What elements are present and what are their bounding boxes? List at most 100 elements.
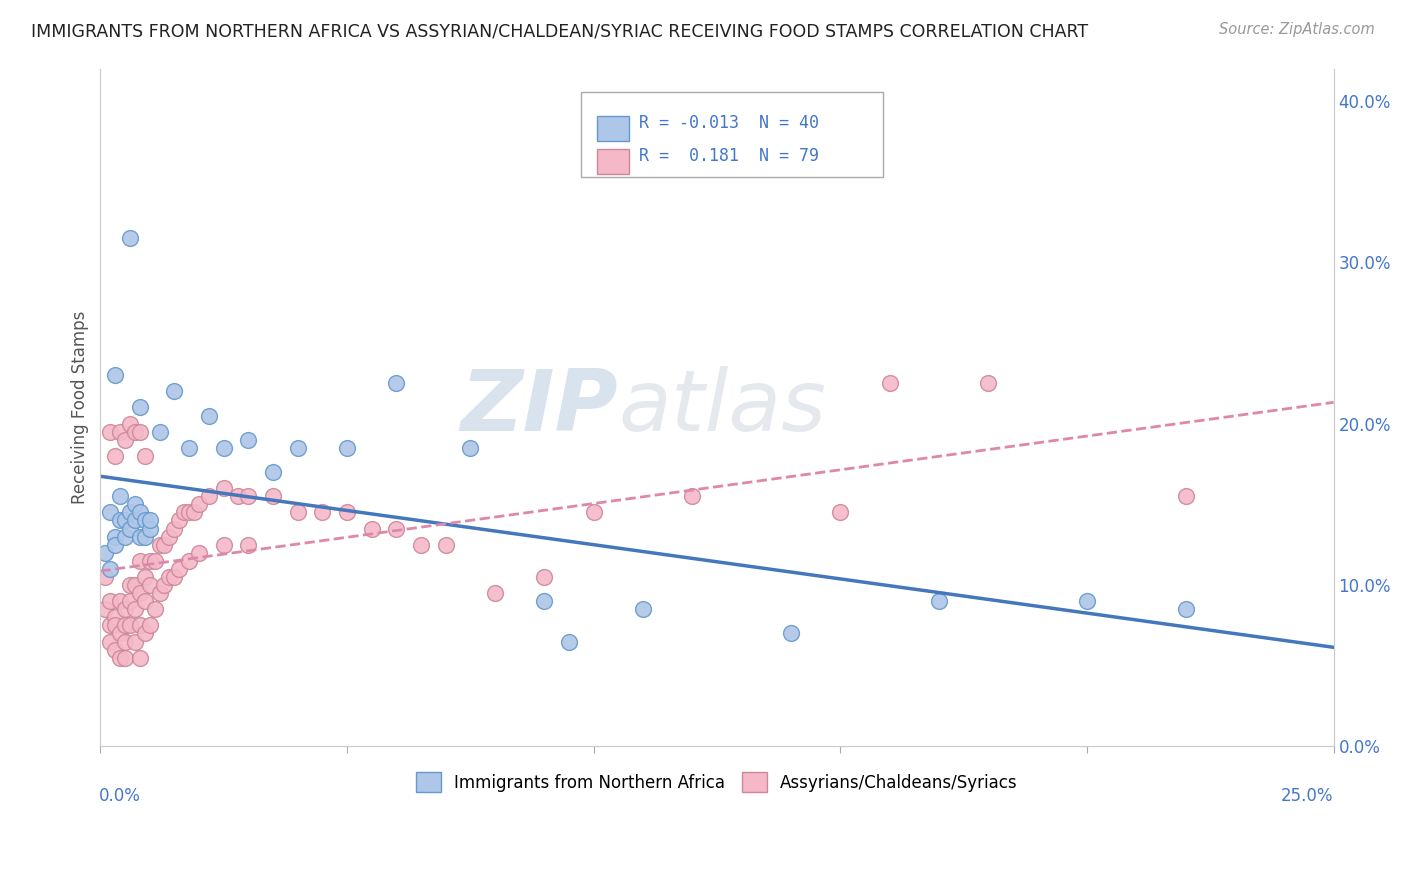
Point [128,505,150,519]
Point [118,505,141,519]
Point [114,513,136,527]
Point [108,594,131,608]
Legend: Immigrants from Northern Africa, Assyrians/Chaldeans/Syriacs: Immigrants from Northern Africa, Assyria… [409,765,1025,799]
Point [114,650,136,665]
Point [148,425,170,439]
Point [104,368,127,383]
Point [98,425,121,439]
Point [153,578,176,592]
Text: IMMIGRANTS FROM NORTHERN AFRICA VS ASSYRIAN/CHALDEAN/SYRIAC RECEIVING FOOD STAMP: IMMIGRANTS FROM NORTHERN AFRICA VS ASSYR… [31,22,1088,40]
Point [108,489,131,503]
Text: 0.0%: 0.0% [98,787,141,805]
Point [118,231,141,245]
Point [179,554,201,568]
Point [108,425,131,439]
Point [108,513,131,527]
Point [183,505,205,519]
Point [169,513,191,527]
Point [179,441,201,455]
Point [94,546,117,560]
Point [114,618,136,632]
Point [104,449,127,463]
Point [143,554,166,568]
Point [118,618,141,632]
Point [169,562,191,576]
Point [124,578,146,592]
Point [977,376,1000,391]
Point [188,497,211,511]
Point [188,546,211,560]
Point [124,497,146,511]
Point [124,513,146,527]
Point [212,538,235,552]
Point [558,634,581,648]
Point [128,586,150,600]
Point [128,618,150,632]
Point [114,602,136,616]
Point [98,594,121,608]
Point [128,401,150,415]
Point [533,570,555,584]
Point [134,513,156,527]
Text: R =  0.181  N = 79: R = 0.181 N = 79 [640,147,820,165]
Point [98,505,121,519]
FancyBboxPatch shape [598,149,630,175]
Point [114,634,136,648]
Point [262,465,284,479]
Point [238,538,260,552]
Point [104,610,127,624]
Point [138,554,160,568]
Point [287,505,309,519]
Point [157,530,180,544]
FancyBboxPatch shape [598,116,630,141]
Point [153,538,176,552]
Point [104,642,127,657]
Point [173,505,195,519]
Point [128,530,150,544]
Point [124,634,146,648]
Point [114,530,136,544]
Point [104,538,127,552]
Point [238,433,260,447]
Point [108,626,131,640]
Point [138,522,160,536]
Point [108,650,131,665]
Point [163,522,186,536]
Text: ZIP: ZIP [461,366,619,449]
Point [94,570,117,584]
Point [104,530,127,544]
Point [287,441,309,455]
Point [631,602,654,616]
Point [1174,602,1197,616]
Point [179,505,201,519]
Text: Source: ZipAtlas.com: Source: ZipAtlas.com [1219,22,1375,37]
Point [148,538,170,552]
Point [163,570,186,584]
Point [385,376,408,391]
Point [143,602,166,616]
Point [118,578,141,592]
Point [360,522,382,536]
Point [336,505,359,519]
Point [1076,594,1098,608]
Point [780,626,803,640]
Point [98,562,121,576]
Text: R = -0.013  N = 40: R = -0.013 N = 40 [640,114,820,132]
Point [138,578,160,592]
Point [124,602,146,616]
Y-axis label: Receiving Food Stamps: Receiving Food Stamps [72,310,89,504]
Point [98,634,121,648]
Point [128,650,150,665]
Point [533,594,555,608]
Point [311,505,333,519]
Text: 25.0%: 25.0% [1281,787,1334,805]
Point [262,489,284,503]
Point [830,505,852,519]
Point [118,417,141,431]
Point [228,489,250,503]
Point [134,594,156,608]
Point [104,618,127,632]
Point [198,489,221,503]
Point [163,384,186,399]
Point [1174,489,1197,503]
